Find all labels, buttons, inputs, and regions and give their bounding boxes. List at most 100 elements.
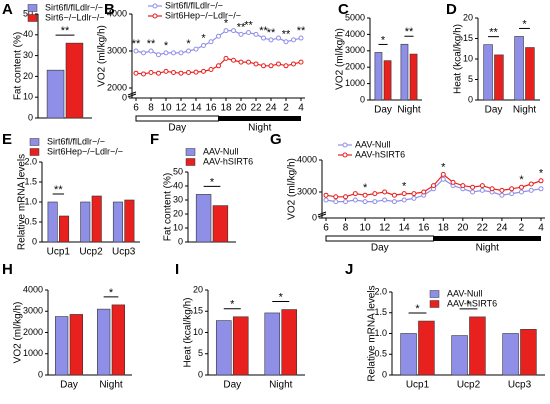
y-tick-label: 4000 [297,154,317,164]
y-tick-label: 50 [23,8,33,18]
axis-break [317,213,327,218]
annotation: ** [132,38,141,50]
legend-label: AAV-Null [355,139,390,149]
bar [47,201,58,243]
y-tick-label: 0.5 [374,349,387,359]
annotation: * [224,18,229,30]
point [372,191,378,197]
x-tick-label: 14 [190,103,202,114]
point [156,70,161,76]
point [509,191,515,197]
x-tick-label: 4 [538,223,544,234]
y-tick-label: 0 [32,236,37,246]
annotation: ** [267,27,276,39]
legend-swatch [27,14,38,22]
legend-label: Sirt6Hep−/−Ldlr−/− [47,146,123,156]
y-axis-label: Relative mRNA levels [367,285,378,381]
bar [54,316,69,376]
x-tick-label: 16 [205,103,217,114]
point [323,192,329,198]
annotation: ** [237,21,246,33]
legend-label: Sirt6fl/flLdlr−/− [165,0,223,10]
point [538,186,544,192]
point [298,59,304,65]
point [208,39,214,45]
y-tick-label: 5000 [345,12,365,22]
x-tick-label: Day [374,105,392,116]
point [141,71,146,77]
point [171,69,176,75]
point [528,187,534,193]
annotation: ** [147,38,156,50]
annotation: ** [259,25,268,37]
day-bar [135,115,219,122]
point [208,67,214,72]
annotation: * [186,38,191,50]
panel-letter: E [2,131,12,148]
y-tick-label: 0 [312,212,317,222]
y-tick-label: 2000 [107,82,127,92]
bar [215,320,232,376]
annotation: * [402,181,407,193]
bar [212,205,229,243]
bar [59,215,70,243]
panel-letter: F [150,131,159,148]
y-tick-label: 0 [198,369,203,379]
point [352,197,358,203]
point [509,186,515,192]
bar [409,53,418,101]
y-tick-label: 15 [193,306,203,316]
annotation: * [522,18,527,30]
y-axis-label: Fat content (%) [13,32,24,100]
y-tick-label: 3000 [107,45,127,55]
point [362,199,368,205]
bar [281,309,298,376]
bar [400,43,409,101]
panel-letter: B [104,1,115,18]
x-tick-label: Ucp1 [406,380,430,391]
annotation: ** [405,26,414,38]
y-tick-label: 2000 [345,62,365,72]
point [268,37,274,43]
legend-swatch [185,148,196,156]
y-tick-label: 1000 [23,348,43,358]
x-tick-label: 24 [496,223,508,234]
y-tick-label: 0 [38,369,43,379]
legend-swatch [29,148,40,156]
y-tick-label: 0 [178,236,183,246]
y-tick-label: 3000 [345,45,365,55]
legend-label: Sirt6fl/flLdlr−/− [47,136,105,146]
annotation: ** [489,27,498,39]
annotation: * [381,34,386,46]
bar [514,36,524,101]
panel-letter: C [338,1,349,18]
point [201,42,206,48]
annotation: * [441,161,446,173]
x-tick-label: Night [513,105,537,116]
y-axis-label: Heat (kcal/kg/h) [183,297,194,367]
y-axis-label: Heat (kcal/kg/h) [453,24,464,94]
point [298,35,304,41]
x-tick-label: 10 [160,103,172,114]
legend-label: AAV-hSIRT6 [355,149,405,159]
x-tick-label: 2 [519,223,525,234]
x-tick-label: 18 [438,223,450,234]
x-tick-label: 14 [399,223,411,234]
y-tick-label: 10 [173,222,183,232]
day-bar [325,235,434,242]
point [261,35,266,41]
x-tick-label: 18 [220,103,232,114]
legend-label: AAV-Null [203,146,238,156]
legend-label: AAV-Null [447,288,482,298]
legend-label: Sirt6Hep−/−Ldlr−/− [165,10,241,20]
y-tick-label: 1.0 [374,328,387,338]
point [148,48,154,54]
x-tick-label: 20 [457,223,469,234]
x-tick-label: Ucp3 [112,247,136,258]
point [201,68,206,74]
x-tick-label: 24 [265,103,277,114]
y-axis-label: Relative mRNA levels [17,154,28,250]
point [223,55,229,61]
point [238,31,244,37]
